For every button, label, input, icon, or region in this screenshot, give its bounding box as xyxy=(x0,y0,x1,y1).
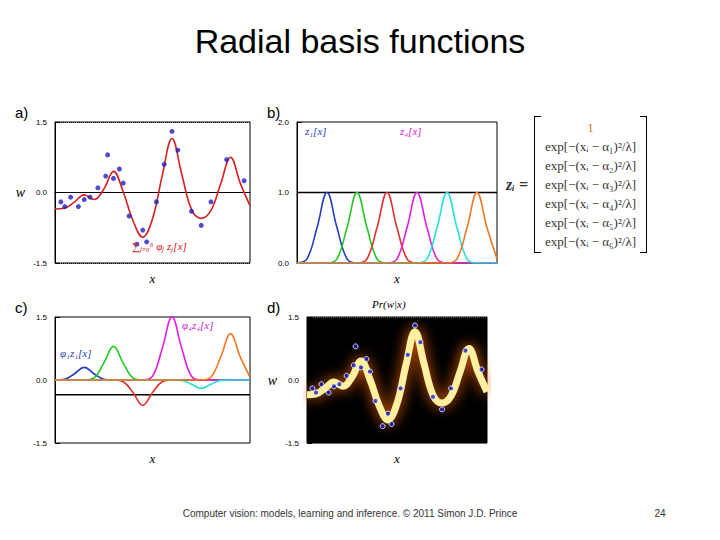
svg-text:1.5: 1.5 xyxy=(36,118,48,127)
html-text:zᵢ =: zᵢ = xyxy=(506,175,529,193)
svg-text:2.0: 2.0 xyxy=(277,117,289,127)
html-text:exp[−(xᵢ − α₅)²/λ]: exp[−(xᵢ − α₅)²/λ] xyxy=(545,215,637,230)
svg-text:z₁[x]: z₁[x] xyxy=(304,125,327,137)
svg-text:1.5: 1.5 xyxy=(288,313,300,322)
svg-text:-1.5: -1.5 xyxy=(285,439,299,448)
svg-text:0.0: 0.0 xyxy=(288,376,300,385)
svg-text:φ₄z₄[x]: φ₄z₄[x] xyxy=(182,319,213,331)
svg-text:∑ⱼ₌₀⁶ φⱼ zⱼ[x]: ∑ⱼ₌₀⁶ φⱼ zⱼ[x] xyxy=(132,240,187,253)
svg-text:0.0: 0.0 xyxy=(278,259,290,268)
html-text:exp[−(xᵢ − α₆)²/λ]: exp[−(xᵢ − α₆)²/λ] xyxy=(545,234,637,249)
html-text:exp[−(xᵢ − α₂)²/λ]: exp[−(xᵢ − α₂)²/λ] xyxy=(545,158,637,173)
svg-text:φ₁z₁[x]: φ₁z₁[x] xyxy=(60,347,91,359)
html-text:Computer vision: models, learn: Computer vision: models, learning and in… xyxy=(182,508,518,519)
svg-text:-1.5: -1.5 xyxy=(33,259,47,268)
svg-text:x: x xyxy=(393,271,400,286)
svg-text:x: x xyxy=(149,271,156,286)
html-text:24: 24 xyxy=(654,508,666,519)
html-text:exp[−(xᵢ − α₁)²/λ]: exp[−(xᵢ − α₁)²/λ] xyxy=(545,139,637,154)
svg-text:-1.5: -1.5 xyxy=(33,439,47,448)
svg-text:w: w xyxy=(16,185,26,200)
svg-text:z₄[x]: z₄[x] xyxy=(399,125,422,137)
svg-text:d): d) xyxy=(267,299,280,316)
svg-text:Pr(w|x): Pr(w|x) xyxy=(371,298,406,311)
html-text:Radial basis functions: Radial basis functions xyxy=(194,22,526,60)
svg-text:0.0: 0.0 xyxy=(36,188,48,197)
html-text:exp[−(xᵢ − α₄)²/λ]: exp[−(xᵢ − α₄)²/λ] xyxy=(545,196,637,211)
svg-text:w: w xyxy=(268,373,278,388)
svg-text:1.5: 1.5 xyxy=(36,313,48,322)
svg-text:c): c) xyxy=(15,299,28,316)
svg-text:b): b) xyxy=(267,104,280,121)
html-text:exp[−(xᵢ − α₃)²/λ]: exp[−(xᵢ − α₃)²/λ] xyxy=(545,177,637,192)
svg-text:0.0: 0.0 xyxy=(36,376,48,385)
svg-text:x: x xyxy=(149,451,156,466)
html-text:1: 1 xyxy=(587,120,594,135)
svg-text:1.0: 1.0 xyxy=(278,188,290,197)
svg-text:a): a) xyxy=(15,104,28,121)
svg-text:x: x xyxy=(393,451,400,466)
